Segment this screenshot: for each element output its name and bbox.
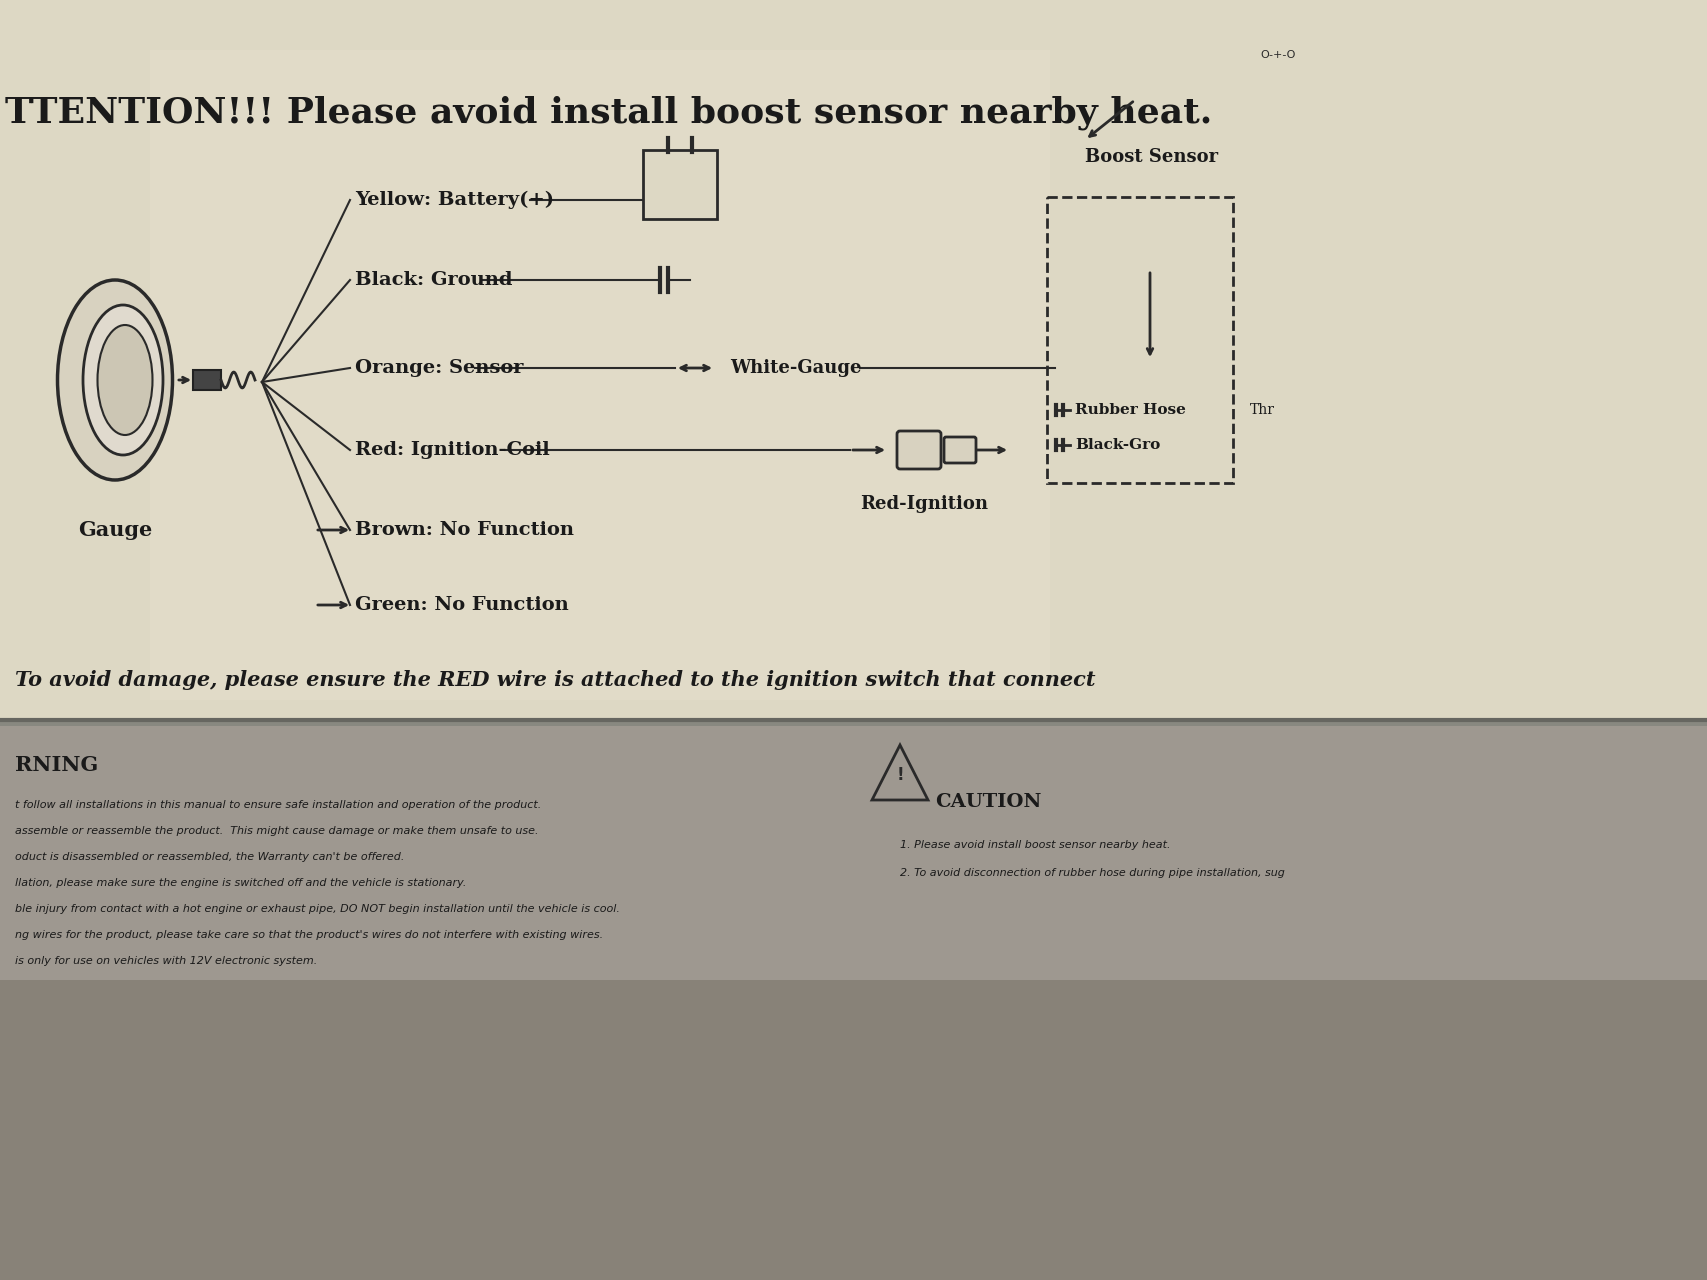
Text: Green: No Function: Green: No Function [355, 596, 568, 614]
Text: 2. To avoid disconnection of rubber hose during pipe installation, sug: 2. To avoid disconnection of rubber hose… [900, 868, 1285, 878]
Text: TTENTION!!! Please avoid install boost sensor nearby heat.: TTENTION!!! Please avoid install boost s… [5, 95, 1212, 129]
Text: Yellow: Battery(+): Yellow: Battery(+) [355, 191, 555, 209]
Bar [193, 370, 220, 390]
Text: assemble or reassemble the product.  This might cause damage or make them unsafe: assemble or reassemble the product. This… [15, 826, 538, 836]
Text: Thr: Thr [1250, 403, 1275, 417]
Text: Orange: Sensor: Orange: Sensor [355, 358, 524, 378]
Text: White-Gauge: White-Gauge [731, 358, 862, 378]
Text: Brown: No Function: Brown: No Function [355, 521, 574, 539]
Text: ble injury from contact with a hot engine or exhaust pipe, DO NOT begin installa: ble injury from contact with a hot engin… [15, 904, 620, 914]
Text: Rubber Hose: Rubber Hose [1075, 403, 1186, 417]
Text: Boost Sensor: Boost Sensor [1086, 148, 1219, 166]
Text: CAUTION: CAUTION [935, 794, 1041, 812]
Bar [0, 0, 1707, 719]
Text: O-+-O: O-+-O [1260, 50, 1296, 60]
Text: oduct is disassembled or reassembled, the Warranty can't be offered.: oduct is disassembled or reassembled, th… [15, 852, 405, 861]
Text: is only for use on vehicles with 12V electronic system.: is only for use on vehicles with 12V ele… [15, 956, 318, 966]
Ellipse shape [58, 280, 172, 480]
Ellipse shape [97, 325, 152, 435]
Bar [0, 726, 1707, 1280]
Text: To avoid damage, please ensure the RED wire is attached to the ignition switch t: To avoid damage, please ensure the RED w… [15, 669, 1096, 690]
FancyBboxPatch shape [944, 436, 976, 463]
Bar [150, 50, 1050, 700]
Text: Black: Ground: Black: Ground [355, 271, 512, 289]
Text: Red-Ignition: Red-Ignition [860, 495, 988, 513]
Text: Red: Ignition-Coil: Red: Ignition-Coil [355, 442, 550, 460]
Text: Gauge: Gauge [79, 520, 152, 540]
Text: t follow all installations in this manual to ensure safe installation and operat: t follow all installations in this manua… [15, 800, 541, 810]
Text: llation, please make sure the engine is switched off and the vehicle is stationa: llation, please make sure the engine is … [15, 878, 466, 888]
Bar [0, 980, 1707, 1280]
FancyBboxPatch shape [896, 431, 941, 468]
Text: !: ! [896, 765, 903, 783]
Text: 1. Please avoid install boost sensor nearby heat.: 1. Please avoid install boost sensor nea… [900, 840, 1171, 850]
FancyBboxPatch shape [644, 150, 717, 219]
Text: ng wires for the product, please take care so that the product's wires do not in: ng wires for the product, please take ca… [15, 931, 603, 940]
Text: RNING: RNING [15, 755, 99, 774]
Bar [0, 718, 1707, 726]
Ellipse shape [84, 305, 162, 454]
Text: Black-Gro: Black-Gro [1075, 438, 1161, 452]
